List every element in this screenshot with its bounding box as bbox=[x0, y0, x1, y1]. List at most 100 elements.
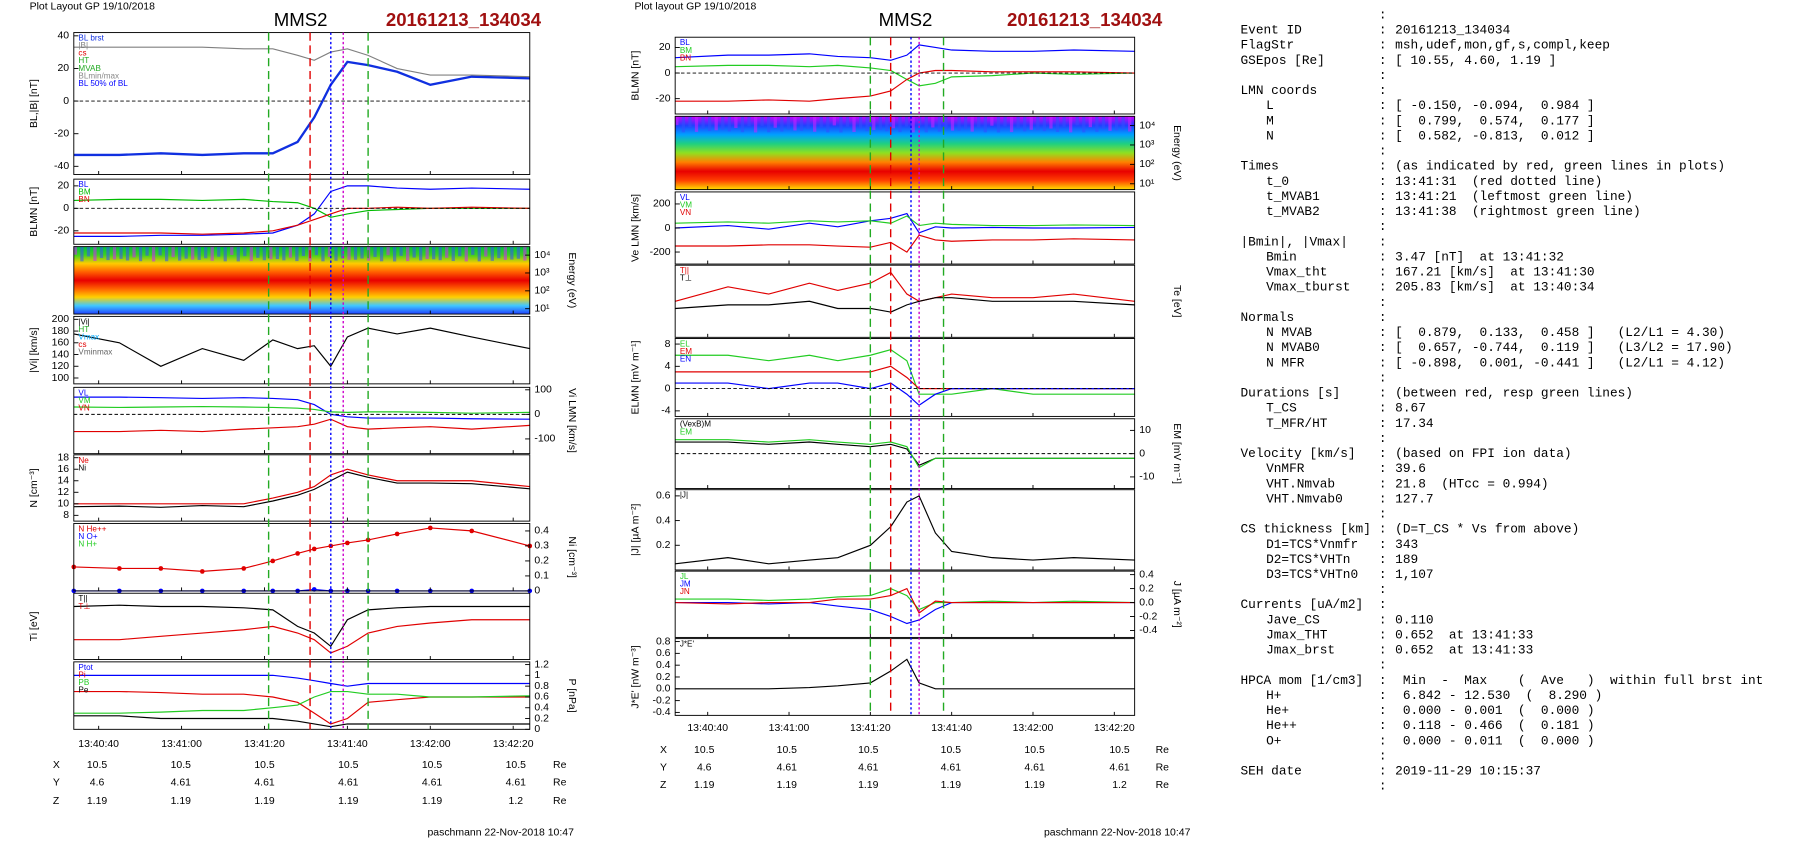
spectrogram-noise bbox=[523, 246, 527, 261]
spectrogram-noise bbox=[852, 116, 856, 133]
ephemeris-unit: Re bbox=[553, 778, 567, 789]
spectrogram-noise bbox=[937, 116, 942, 132]
y-tick-label: 0.6 bbox=[534, 692, 549, 703]
row-key: t_MVAB1 bbox=[1266, 189, 1320, 204]
row-value: [ 0.582, -0.813, 0.012 ] bbox=[1395, 128, 1594, 143]
separator: : bbox=[1379, 476, 1387, 491]
spectrogram-noise bbox=[1055, 116, 1060, 132]
series-dot bbox=[469, 528, 475, 534]
row-value: 13:41:38 (rightmost green line) bbox=[1395, 204, 1640, 219]
spectrogram-noise bbox=[151, 246, 156, 262]
section-value: Min - Max ( Ave ) within full brst int bbox=[1395, 673, 1763, 688]
y-tick-label: 12 bbox=[58, 487, 70, 498]
spectrogram-noise bbox=[230, 246, 234, 255]
series-line bbox=[73, 60, 530, 157]
y-axis-label: ELMN [mV m⁻¹] bbox=[630, 340, 641, 414]
legend-entry: N He++ bbox=[78, 524, 106, 533]
separator: : bbox=[1379, 370, 1387, 385]
series-dot bbox=[117, 566, 122, 571]
row-key: Vmax_tburst bbox=[1266, 280, 1350, 295]
spectrogram-noise bbox=[171, 246, 175, 258]
ephemeris-value: 10.5 bbox=[1024, 745, 1045, 756]
panel: -0.4-0.20.00.20.40.60.8 J*E' [nW m⁻³] J*E' bbox=[630, 636, 1136, 718]
spectrogram-noise bbox=[1003, 116, 1007, 127]
legend-entry: JN bbox=[680, 587, 690, 596]
row-key: He++ bbox=[1266, 718, 1297, 733]
y-tick-label: 0.4 bbox=[656, 660, 671, 671]
separator: : bbox=[1379, 703, 1387, 718]
spectrogram-noise bbox=[996, 116, 1001, 133]
y-axis-label: EM [mV m⁻¹] bbox=[1171, 423, 1182, 484]
separator: : bbox=[1379, 83, 1387, 98]
y-tick-label: -100 bbox=[534, 434, 555, 445]
ephemeris-value: 4.61 bbox=[338, 778, 359, 789]
y-tick-label: 0.6 bbox=[656, 491, 671, 502]
row-key: N MVAB0 bbox=[1266, 340, 1320, 355]
y-axis-label: Ve LMN [km/s] bbox=[630, 194, 641, 262]
panel-frame bbox=[73, 386, 531, 455]
spectrogram-noise bbox=[80, 246, 84, 262]
legend-entry: Pe bbox=[78, 686, 88, 695]
row-value: 39.6 bbox=[1395, 461, 1426, 476]
ephemeris-unit: Re bbox=[1156, 745, 1170, 756]
spectrogram-noise bbox=[1088, 116, 1092, 128]
legend-entry: Vmax bbox=[78, 332, 99, 341]
y-tick-label: 0.2 bbox=[656, 540, 671, 551]
spectrogram-noise bbox=[931, 116, 935, 128]
spectrogram-noise bbox=[99, 246, 104, 259]
ephemeris-value: 4.61 bbox=[422, 778, 443, 789]
spectrogram-noise bbox=[727, 116, 731, 132]
panel-frame bbox=[73, 522, 531, 592]
spectrogram-noise bbox=[451, 246, 455, 262]
spectrogram-noise bbox=[223, 246, 227, 262]
section-key: Times bbox=[1240, 159, 1278, 174]
panel-frame bbox=[73, 454, 531, 522]
ephemeris-value: 4.61 bbox=[254, 778, 275, 789]
section-key: HPCA mom [1/cm3] bbox=[1240, 673, 1363, 688]
separator: : bbox=[1379, 340, 1387, 355]
row-value: 6.842 - 12.530 ( 8.290 ) bbox=[1395, 688, 1602, 703]
y-tick-label: -0.2 bbox=[1139, 611, 1157, 622]
ephemeris-value: 4.61 bbox=[941, 762, 962, 773]
separator: : bbox=[1379, 113, 1387, 128]
spectrogram-noise bbox=[191, 246, 195, 260]
row-key: T_CS bbox=[1266, 401, 1297, 416]
ephemeris-unit: Re bbox=[1156, 762, 1170, 773]
row-value: 167.21 [km/s] at 13:41:30 bbox=[1395, 265, 1594, 280]
legend-entry: |Vi| bbox=[78, 317, 89, 326]
row-key: t_MVAB2 bbox=[1266, 204, 1320, 219]
series-dot bbox=[158, 566, 164, 571]
spectrogram-noise bbox=[819, 116, 823, 128]
separator: : bbox=[1379, 189, 1387, 204]
section-value: (based on FPI ion data) bbox=[1395, 446, 1571, 461]
row-value: 20161213_134034 bbox=[1395, 23, 1510, 38]
ephemeris-value: 10.5 bbox=[87, 760, 108, 771]
y-tick-label: 10² bbox=[1139, 159, 1155, 170]
spectrogram-noise bbox=[858, 116, 863, 129]
spectrogram-noise bbox=[793, 116, 797, 131]
y-tick-label: 0.2 bbox=[534, 713, 549, 724]
row-value: 13:41:31 (red dotted line) bbox=[1395, 174, 1602, 189]
spectrogram-noise bbox=[950, 116, 955, 131]
separator: : bbox=[1379, 325, 1387, 340]
row-key: T_MFR/HT bbox=[1266, 416, 1328, 431]
event-id: 20161213_134034 bbox=[386, 9, 542, 30]
section-key: CS thickness [km] bbox=[1240, 522, 1370, 537]
ephemeris-value: 4.6 bbox=[90, 778, 105, 789]
row-value: [ 0.657, -0.744, 0.119 ] (L3/L2 = 17.90) bbox=[1395, 340, 1732, 355]
row-key: GSEpos [Re] bbox=[1240, 53, 1324, 68]
header: Plot layout GP 19/10/2018 bbox=[634, 2, 756, 13]
y-axis-label: |Vi| [km/s] bbox=[29, 327, 40, 372]
spectrogram-noise bbox=[714, 116, 718, 131]
spectrogram-noise bbox=[957, 116, 961, 131]
section-key: Normals bbox=[1240, 310, 1294, 325]
ephemeris-value: 1.2 bbox=[1112, 780, 1127, 791]
y-tick-label: 10³ bbox=[534, 268, 550, 279]
panel-frame bbox=[73, 32, 531, 175]
